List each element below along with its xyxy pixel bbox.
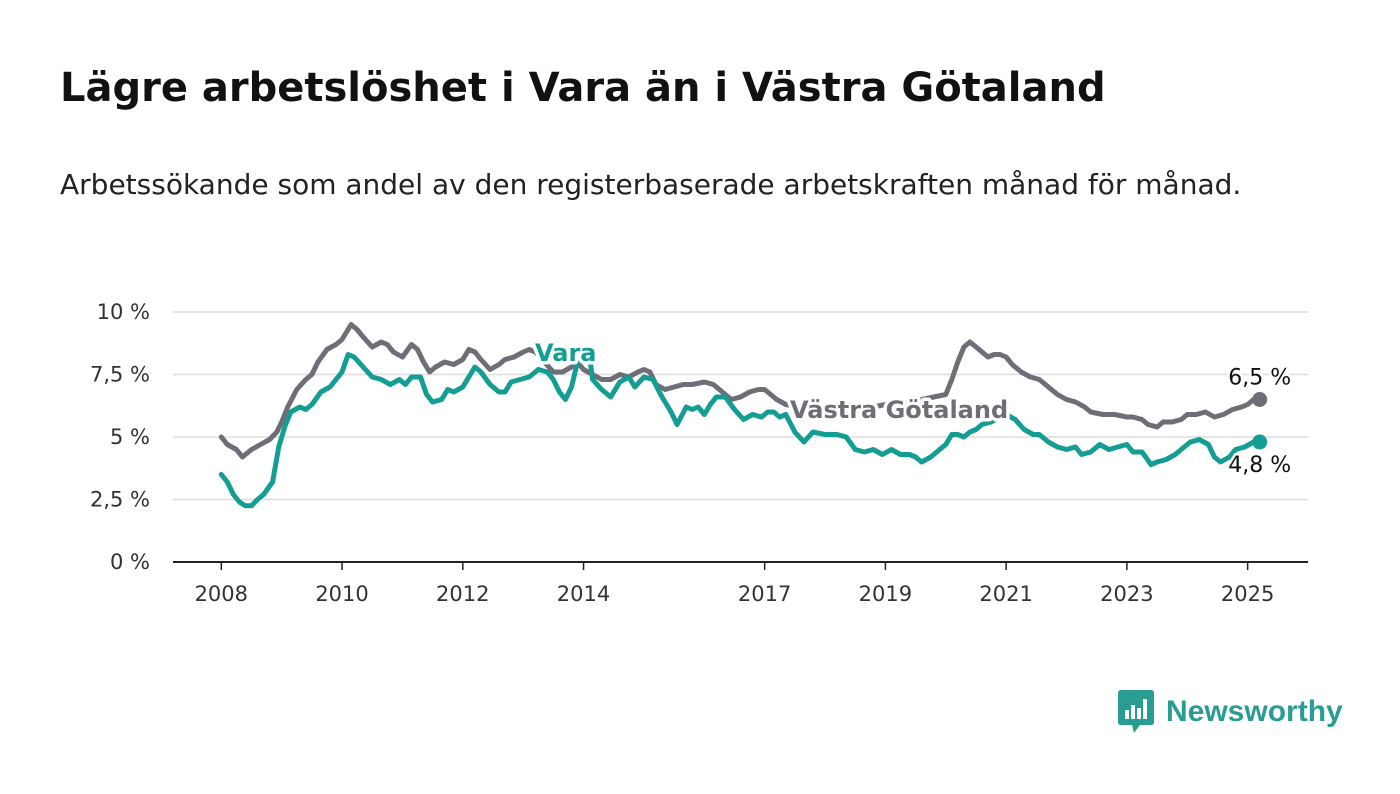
series-label-vara: Vara xyxy=(535,339,597,367)
series-end-point xyxy=(1252,434,1268,450)
x-tick-label: 2010 xyxy=(315,582,368,606)
series-line-vara xyxy=(218,352,1263,509)
series-end-point xyxy=(1252,392,1268,407)
x-tick-label: 2017 xyxy=(738,582,791,606)
x-tick-label: 2008 xyxy=(195,582,248,606)
series-end-label: 6,5 % xyxy=(1228,366,1291,391)
series-line-vastra-gotaland xyxy=(218,322,1263,460)
newsworthy-logo[interactable]: Newsworthy xyxy=(1118,690,1343,734)
newsworthy-logo-icon xyxy=(1118,690,1154,733)
x-tick-label: 2019 xyxy=(859,582,912,606)
series-end-label: 4,8 % xyxy=(1228,453,1291,478)
x-tick-label: 2021 xyxy=(979,582,1032,606)
x-tick-label: 2014 xyxy=(557,582,610,606)
chart-subtitle: Arbetssökande som andel av den registerb… xyxy=(60,168,1242,201)
x-tick-label: 2023 xyxy=(1100,582,1153,606)
chart-title: Lägre arbetslöshet i Vara än i Västra Gö… xyxy=(60,65,1106,111)
y-tick-label: 0 % xyxy=(110,550,150,574)
series-label-vastra-gotaland: Västra Götaland xyxy=(790,396,1008,424)
y-tick-label: 10 % xyxy=(97,300,150,324)
y-tick-label: 7,5 % xyxy=(90,363,150,387)
y-tick-label: 5 % xyxy=(110,425,150,449)
y-tick-label: 2,5 % xyxy=(90,488,150,512)
newsworthy-logo-text: Newsworthy xyxy=(1166,695,1343,728)
x-tick-label: 2025 xyxy=(1221,582,1274,606)
x-tick-label: 2012 xyxy=(436,582,489,606)
